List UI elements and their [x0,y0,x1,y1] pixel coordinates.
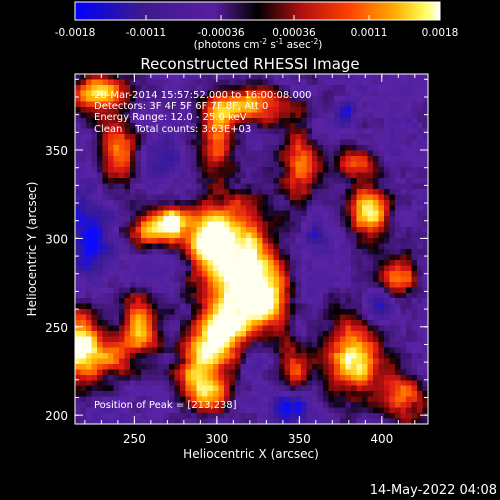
heatmap-image [75,74,428,424]
chart-title: Reconstructed RHESSI Image [140,55,359,73]
colorbar-tick-label: -0.0018 [55,27,96,39]
colorbar-tick-label: 0.0018 [422,27,459,39]
x-tick-label: 400 [370,432,393,446]
y-tick-label: 350 [45,144,68,158]
footer-date: 14-May-2022 04:08 [370,483,497,498]
y-tick-label: 300 [45,232,68,246]
annotation-counts: Clean Total counts: 3.63E+03 [94,124,251,135]
colorbar-ticks: -0.0018 -0.0011 -0.00036 0.00036 0.0011 0.001… [55,15,459,39]
colorbar-tick-label: -0.00036 [197,27,245,39]
annotation-energy: Energy Range: 12.0 - 25.0 keV [94,112,247,123]
colorbar: -0.0018 -0.0011 -0.00036 0.00036 0.0011 0.001… [55,1,459,51]
plot-area [74,73,429,425]
x-tick-label: 350 [288,432,311,446]
annotations: 28-Mar-2014 15:57:52.000 to 16:00:08.000… [94,90,312,411]
colorbar-tick-label: -0.0011 [126,27,167,39]
y-tick-label: 200 [45,409,68,423]
x-axis-label: Heliocentric X (arcsec) [183,447,319,461]
annotation-detectors: Detectors: 3F 4F 5F 6F 7F 8F, Att 0 [94,101,268,112]
colorbar-tick-label: 0.00036 [272,27,316,39]
plot-frame [74,73,429,425]
x-tick-label: 250 [123,432,146,446]
x-axis: 250 300 350 400 [84,74,416,446]
x-tick-label: 300 [205,432,228,446]
annotation-time: 28-Mar-2014 15:57:52.000 to 16:00:08.000 [94,90,312,101]
y-axis-label: Heliocentric Y (arcsec) [25,182,39,317]
colorbar-gradient [74,1,441,21]
colorbar-unit: (photons cm-2 s-1 asec-2) [194,37,323,51]
colorbar-tick-label: 0.0011 [351,27,388,39]
peak-position-label: Position of Peak = [213,238] [94,400,237,411]
y-axis: 200 250 300 350 [45,78,428,423]
y-tick-label: 250 [45,321,68,335]
